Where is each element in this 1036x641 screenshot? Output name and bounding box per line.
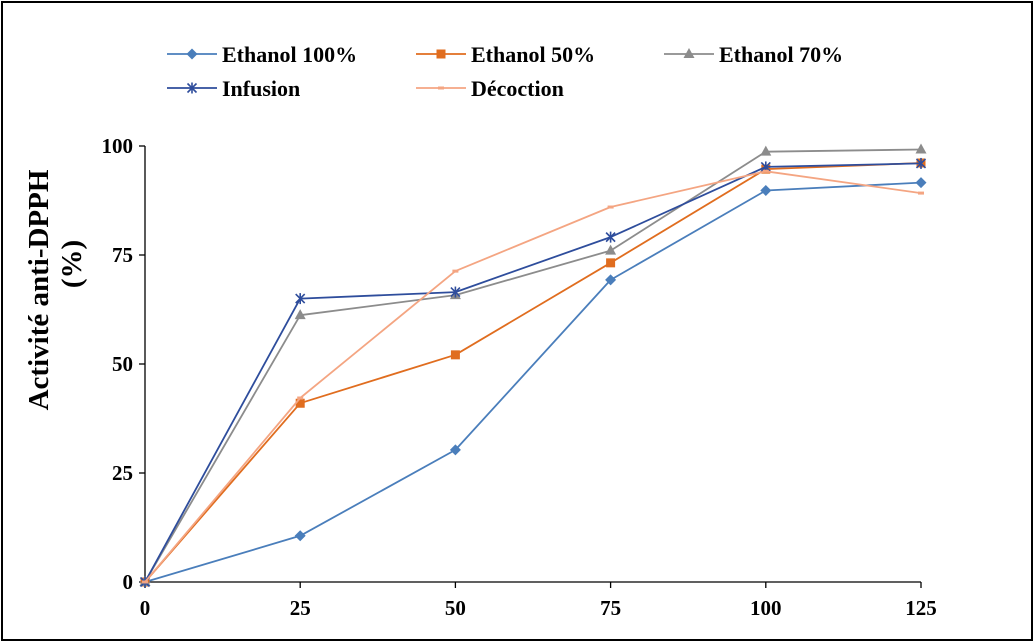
data-point: [297, 396, 304, 400]
data-point: [452, 269, 459, 273]
legend-label: Infusion: [222, 76, 300, 101]
triangle-marker-shape: [605, 244, 617, 255]
series-line: [144, 170, 922, 583]
data-point: [450, 350, 460, 360]
series-1: [140, 158, 926, 587]
x-tick-label: 125: [905, 596, 937, 620]
diamond-marker-shape: [186, 48, 198, 60]
diamond-marker-shape: [294, 530, 306, 542]
legend-item: Ethanol 70%: [664, 42, 843, 67]
diamond-marker-shape: [760, 184, 772, 196]
data-point: [294, 309, 306, 320]
axes: 0 25 50 75 100 0 25 50 75 100 125: [102, 134, 937, 620]
data-point: [606, 258, 616, 268]
triangle-marker-shape: [915, 143, 927, 154]
y-tick-label: 0: [123, 570, 134, 594]
series-4: [142, 169, 924, 584]
legend-label: Ethanol 70%: [719, 42, 843, 67]
data-point: [142, 580, 148, 584]
legend: Ethanol 100% Ethanol 50% Ethanol 70% Infusi…: [167, 42, 843, 101]
data-point: [450, 286, 461, 298]
legend-label: Ethanol 100%: [222, 42, 357, 67]
legend-item: Ethanol 100%: [167, 42, 357, 67]
x-tick-label: 75: [600, 596, 621, 620]
square-marker-shape: [450, 350, 460, 360]
legend-item: Ethanol 50%: [416, 42, 595, 67]
data-point: [915, 157, 927, 169]
legend-item: Décoction: [416, 76, 564, 101]
data-point: [605, 244, 617, 255]
series-layer: [139, 143, 927, 588]
dash-marker-shape: [762, 169, 769, 173]
dash-marker-shape: [918, 191, 924, 195]
series-line: [144, 181, 922, 583]
data-point: [760, 145, 772, 156]
legend-label: Décoction: [471, 76, 564, 101]
triangle-marker-shape: [294, 309, 306, 320]
data-point: [605, 231, 616, 243]
data-point: [915, 177, 927, 189]
diamond-marker-shape: [605, 274, 617, 286]
x-tick-label: 25: [290, 596, 311, 620]
y-axis-title-line: (%): [56, 240, 88, 288]
y-axis-title-line: Activité anti-DPPH: [23, 169, 55, 410]
data-point: [915, 143, 927, 154]
dash-marker-shape: [607, 205, 614, 209]
legend-marker: [683, 48, 695, 58]
series-0: [139, 177, 927, 588]
triangle-marker-shape: [760, 145, 772, 156]
series-line: [144, 162, 922, 583]
data-point: [295, 293, 306, 305]
x-tick-label: 50: [445, 596, 466, 620]
series-line: [144, 162, 922, 583]
y-tick-label: 75: [112, 243, 133, 267]
diamond-marker-shape: [915, 177, 927, 189]
data-point: [294, 530, 306, 542]
legend-marker: [186, 48, 198, 60]
data-point: [605, 274, 617, 286]
legend-label: Ethanol 50%: [471, 42, 595, 67]
dash-marker-shape: [297, 396, 304, 400]
y-tick-label: 100: [102, 134, 134, 158]
dash-marker-shape: [438, 86, 444, 90]
data-point: [449, 444, 461, 456]
series-line: [144, 148, 922, 583]
data-point: [760, 184, 772, 196]
y-tick-label: 25: [112, 461, 133, 485]
dash-marker-shape: [452, 269, 459, 273]
diamond-marker-shape: [449, 444, 461, 456]
square-marker-shape: [436, 49, 446, 59]
dash-marker-shape: [142, 580, 148, 584]
data-point: [607, 205, 614, 209]
data-point: [762, 169, 769, 173]
legend-item: Infusion: [167, 76, 300, 101]
triangle-marker-shape: [683, 48, 695, 58]
legend-marker: [438, 86, 444, 90]
legend-marker: [186, 82, 198, 94]
legend-marker: [436, 49, 446, 59]
y-tick-label: 50: [112, 352, 133, 376]
x-tick-label: 0: [140, 596, 151, 620]
x-tick-label: 100: [750, 596, 782, 620]
y-axis-title: Activité anti-DPPH (%): [23, 169, 88, 410]
square-marker-shape: [606, 258, 616, 268]
series-3: [139, 157, 927, 588]
data-point: [918, 191, 924, 195]
square-marker-shape: [295, 398, 305, 408]
data-point: [295, 398, 305, 408]
